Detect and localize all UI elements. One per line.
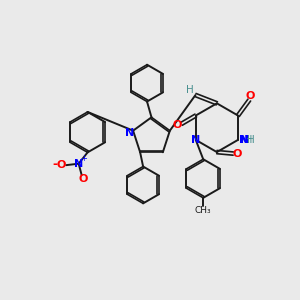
Text: O: O: [245, 91, 255, 100]
Text: -: -: [52, 158, 58, 171]
Text: N: N: [74, 159, 83, 169]
Text: H: H: [186, 85, 194, 95]
Text: O: O: [172, 120, 182, 130]
Text: +: +: [80, 154, 87, 163]
Text: N: N: [239, 135, 248, 145]
Text: H: H: [247, 135, 254, 145]
Text: O: O: [79, 174, 88, 184]
Text: O: O: [57, 160, 66, 170]
Text: N: N: [191, 135, 200, 145]
Text: N: N: [124, 128, 134, 138]
Text: N: N: [240, 135, 249, 145]
Text: H: H: [244, 135, 252, 145]
Text: O: O: [233, 148, 242, 159]
Text: CH₃: CH₃: [195, 206, 211, 215]
